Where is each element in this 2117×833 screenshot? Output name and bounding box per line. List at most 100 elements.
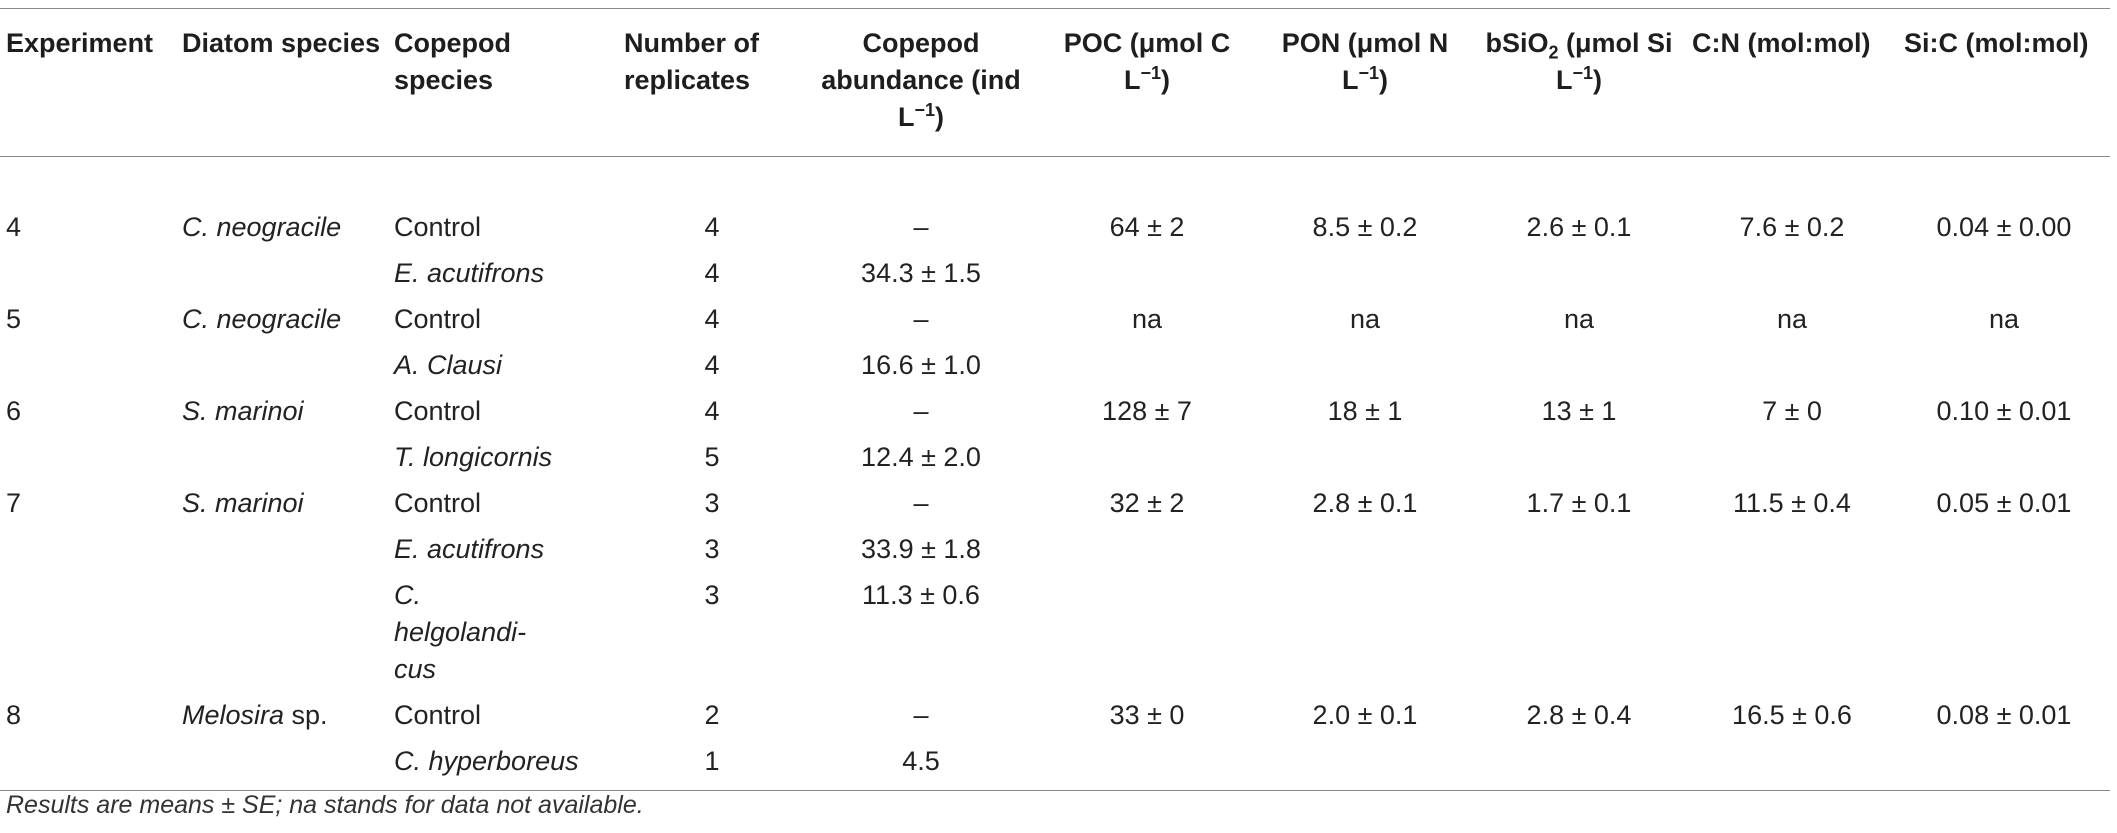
cell-bsio2 — [1472, 739, 1686, 791]
cell-abundance: 33.9 ± 1.8 — [861, 534, 981, 564]
cell-copepod: C. helgolandi-cus — [394, 580, 527, 684]
cell-cn — [1686, 251, 1898, 297]
cell-pon — [1258, 435, 1472, 481]
cell-diatom — [176, 739, 388, 791]
cell-cn: na — [1776, 304, 1808, 334]
cell-bsio2: 2.6 ± 0.1 — [1526, 212, 1632, 242]
cell-poc: 33 ± 0 — [1109, 700, 1185, 730]
cell-copepod: T. longicornis — [394, 442, 553, 472]
cell-experiment: 7 — [6, 488, 22, 518]
cell-sic — [1898, 251, 2110, 297]
cell-diatom — [176, 251, 388, 297]
header-pon: PON (μmol N L−1) — [1281, 28, 1449, 95]
cell-pon: 2.0 ± 0.1 — [1312, 700, 1418, 730]
cell-cn — [1686, 343, 1898, 389]
cell-sic — [1898, 343, 2110, 389]
cell-bsio2 — [1472, 527, 1686, 573]
cell-pon — [1258, 527, 1472, 573]
header-row: Experiment Diatom species Copepod specie… — [0, 8, 2110, 157]
cell-abundance: 34.3 ± 1.5 — [861, 258, 981, 288]
cell-pon — [1258, 343, 1472, 389]
header-diatom-species: Diatom species — [182, 28, 381, 58]
table-row: 4 C. neogracile Control 4 – 64 ± 2 8.5 ±… — [0, 205, 2110, 251]
table-row: T. longicornis 5 12.4 ± 2.0 — [0, 435, 2110, 481]
cell-replicates: 3 — [704, 488, 720, 518]
cell-experiment — [0, 343, 176, 389]
cell-diatom — [176, 527, 388, 573]
cell-diatom: S. marinoi — [182, 396, 304, 426]
cell-poc — [1036, 573, 1258, 693]
cell-abundance: 12.4 ± 2.0 — [861, 442, 981, 472]
header-experiment: Experiment — [6, 28, 154, 58]
cell-diatom — [176, 343, 388, 389]
cell-pon: na — [1349, 304, 1381, 334]
cell-pon: 8.5 ± 0.2 — [1312, 212, 1418, 242]
cell-copepod: Control — [394, 212, 482, 242]
cell-cn: 11.5 ± 0.4 — [1733, 488, 1851, 518]
cell-sic — [1898, 527, 2110, 573]
cell-abundance: – — [913, 700, 929, 730]
cell-bsio2: 1.7 ± 0.1 — [1526, 488, 1632, 518]
header-sic: Si:C (mol:mol) — [1904, 28, 2089, 58]
cell-cn: 7.6 ± 0.2 — [1739, 212, 1845, 242]
cell-copepod: E. acutifrons — [394, 534, 545, 564]
header-cn: C:N (mol:mol) — [1692, 28, 1871, 58]
cell-diatom: C. neogracile — [182, 212, 342, 242]
table-footnote: Results are means ± SE; na stands for da… — [6, 791, 644, 819]
cell-experiment — [0, 527, 176, 573]
cell-abundance: – — [913, 212, 929, 242]
cell-poc — [1036, 739, 1258, 791]
cell-poc — [1036, 435, 1258, 481]
cell-poc: na — [1131, 304, 1163, 334]
cell-abundance: – — [913, 488, 929, 518]
cell-diatom: Melosira sp. — [182, 700, 328, 730]
table-row: A. Clausi 4 16.6 ± 1.0 — [0, 343, 2110, 389]
cell-bsio2 — [1472, 251, 1686, 297]
data-table: Experiment Diatom species Copepod specie… — [0, 8, 2110, 791]
cell-pon: 2.8 ± 0.1 — [1312, 488, 1418, 518]
cell-pon — [1258, 251, 1472, 297]
cell-bsio2: 13 ± 1 — [1541, 396, 1617, 426]
cell-diatom: C. neogracile — [182, 304, 342, 334]
cell-replicates: 4 — [704, 350, 720, 380]
cell-replicates: 4 — [704, 396, 720, 426]
cell-replicates: 1 — [704, 746, 720, 776]
cell-experiment — [0, 251, 176, 297]
cell-poc — [1036, 251, 1258, 297]
cell-replicates: 3 — [704, 534, 720, 564]
table-row: E. acutifrons 3 33.9 ± 1.8 — [0, 527, 2110, 573]
cell-bsio2: 2.8 ± 0.4 — [1526, 700, 1632, 730]
cell-experiment — [0, 435, 176, 481]
table-row: E. acutifrons 4 34.3 ± 1.5 — [0, 251, 2110, 297]
cell-pon — [1258, 739, 1472, 791]
cell-cn — [1686, 435, 1898, 481]
cell-copepod: A. Clausi — [394, 350, 503, 380]
cell-replicates: 3 — [704, 580, 720, 610]
cell-copepod: C. hyperboreus — [394, 746, 579, 776]
cell-sic — [1898, 739, 2110, 791]
cell-poc — [1036, 343, 1258, 389]
cell-cn — [1686, 527, 1898, 573]
cell-experiment: 6 — [6, 396, 22, 426]
cell-pon: 18 ± 1 — [1327, 396, 1403, 426]
cell-sic: 0.05 ± 0.01 — [1936, 488, 2072, 518]
cell-sic — [1898, 435, 2110, 481]
cell-abundance: 4.5 — [902, 746, 940, 776]
cell-replicates: 4 — [704, 258, 720, 288]
cell-cn: 7 ± 0 — [1762, 396, 1822, 426]
cell-experiment — [0, 739, 176, 791]
cell-cn — [1686, 739, 1898, 791]
cell-abundance: – — [913, 396, 929, 426]
table-row: 5 C. neogracile Control 4 – na na na na … — [0, 297, 2110, 343]
cell-diatom — [176, 435, 388, 481]
cell-replicates: 5 — [704, 442, 720, 472]
cell-pon — [1258, 573, 1472, 693]
cell-sic: 0.10 ± 0.01 — [1936, 396, 2072, 426]
cell-copepod: E. acutifrons — [394, 258, 545, 288]
cell-bsio2 — [1472, 435, 1686, 481]
cell-experiment — [0, 573, 176, 693]
cell-experiment: 5 — [6, 304, 22, 334]
cell-bsio2 — [1472, 573, 1686, 693]
cell-poc: 128 ± 7 — [1102, 396, 1192, 426]
